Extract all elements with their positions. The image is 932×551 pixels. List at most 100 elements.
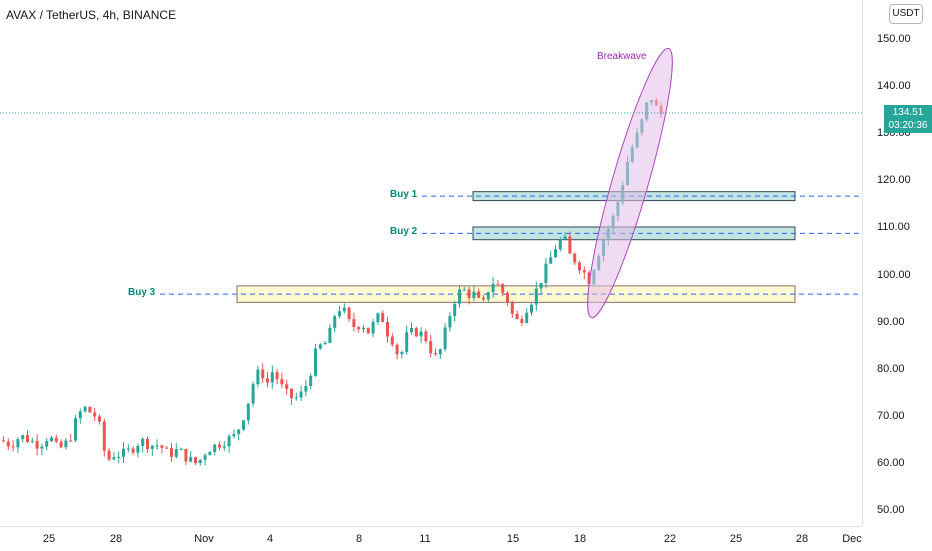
candles-layer — [2, 97, 663, 466]
candle-body — [386, 322, 389, 337]
candle-body — [453, 303, 457, 317]
countdown-timer: 03:20:36 — [888, 119, 928, 131]
candle-body — [45, 441, 49, 447]
candle-body — [448, 316, 452, 328]
candle-body — [54, 437, 58, 442]
candle-body — [434, 353, 437, 355]
candle-body — [405, 332, 409, 353]
current-price-value: 134.51 — [892, 106, 924, 118]
time-axis[interactable]: 25 28 Nov 4 8 11 15 18 22 25 28 Dec — [0, 526, 862, 551]
candle-body — [534, 288, 538, 305]
candle-body — [126, 448, 130, 450]
candle-body — [381, 313, 385, 323]
candle-body — [242, 420, 245, 430]
currency-button[interactable]: USDT — [889, 4, 923, 24]
candle-body — [530, 304, 533, 313]
price-tick: 80.00 — [877, 362, 905, 375]
candle-body — [270, 372, 274, 383]
candle-body — [30, 440, 34, 442]
price-axis[interactable]: 150.00 140.00 130.00 120.00 110.00 100.00 90.0… — [862, 0, 932, 526]
price-tick: 60.00 — [877, 456, 905, 469]
candle-body — [11, 446, 15, 448]
candle-body — [232, 434, 236, 437]
candle-body — [323, 343, 327, 345]
candle-body — [328, 327, 332, 344]
candle-body — [290, 388, 293, 399]
candle-body — [525, 312, 529, 323]
candle-body — [496, 283, 500, 285]
buy-zone-label: Buy 2 — [390, 226, 418, 238]
candle-body — [458, 289, 461, 304]
time-tick: 18 — [573, 533, 587, 545]
candle-body — [40, 446, 44, 449]
candle-body — [410, 327, 413, 333]
candle-body — [506, 292, 509, 303]
candle-body — [376, 313, 380, 323]
candle-body — [582, 270, 586, 273]
candle-body — [93, 412, 97, 417]
candle-body — [155, 445, 159, 447]
candle-body — [275, 372, 279, 380]
candle-body — [165, 447, 169, 449]
candle-body — [568, 236, 572, 254]
candle-body — [64, 440, 68, 448]
candle-body — [285, 384, 289, 389]
time-tick: 11 — [419, 533, 431, 545]
candle-body — [174, 449, 178, 457]
buy-zone-label: Buy 3 — [128, 287, 156, 299]
price-tick: 50.00 — [877, 504, 905, 516]
candle-body — [280, 379, 284, 385]
candle-body — [578, 262, 581, 271]
candle-body — [357, 327, 361, 330]
candle-body — [6, 441, 10, 447]
candle-body — [2, 440, 5, 442]
candle-body — [558, 239, 562, 250]
candle-body — [35, 440, 39, 449]
price-tick: 100.00 — [877, 268, 911, 281]
candle-body — [477, 291, 481, 298]
price-tick: 150.00 — [877, 33, 911, 45]
candle-body — [16, 439, 20, 448]
candle-body — [237, 429, 241, 435]
candle-body — [78, 411, 82, 419]
price-tick: 120.00 — [877, 174, 911, 187]
candle-body — [491, 283, 495, 293]
candle-body — [294, 397, 298, 399]
candle-body — [107, 450, 111, 460]
candle-body — [141, 438, 145, 446]
candle-body — [573, 253, 577, 263]
candle-body — [472, 291, 476, 298]
breakwave-label: Breakwave — [597, 51, 647, 62]
time-tick: 25 — [42, 533, 56, 545]
candle-body — [438, 349, 442, 355]
price-tick: 140.00 — [877, 80, 911, 93]
price-tick: 110.00 — [877, 221, 910, 234]
candle-body — [170, 448, 173, 457]
candle-body — [587, 272, 591, 285]
candle-body — [462, 289, 466, 291]
candle-body — [510, 302, 514, 314]
candle-body — [520, 318, 524, 323]
candle-body — [338, 311, 341, 317]
candle-body — [314, 348, 317, 376]
candle-body — [88, 406, 92, 413]
time-tick: 28 — [795, 533, 809, 545]
candle-body — [539, 283, 543, 289]
candle-body — [371, 322, 375, 334]
candle-body — [266, 378, 269, 383]
candle-body — [501, 284, 505, 293]
candle-body — [333, 316, 337, 328]
candle-body — [362, 327, 365, 330]
time-tick: 25 — [729, 533, 743, 545]
candle-body — [102, 421, 106, 451]
candle-body — [150, 445, 154, 449]
candle-body — [309, 375, 313, 387]
time-tick: Nov — [194, 533, 214, 545]
chart-plot[interactable] — [0, 0, 862, 526]
candle-body — [203, 455, 207, 460]
price-tick: 70.00 — [877, 409, 905, 422]
candle-body — [122, 448, 125, 457]
candle-body — [304, 386, 308, 392]
time-tick: 8 — [355, 533, 363, 545]
candle-body — [299, 391, 303, 398]
